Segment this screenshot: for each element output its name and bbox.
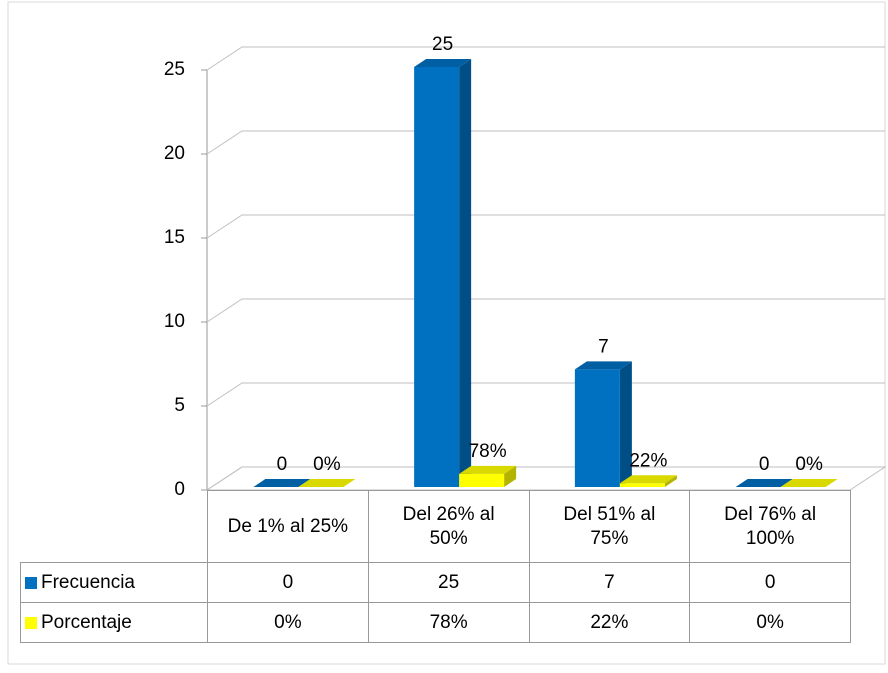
table-value: 0% xyxy=(207,602,369,643)
table-value: 22% xyxy=(528,602,691,643)
bar-side xyxy=(459,59,472,487)
bar-side xyxy=(619,361,632,487)
table-value: 0% xyxy=(689,602,851,643)
bar-side xyxy=(664,475,677,487)
bar xyxy=(619,475,677,487)
table-category: Del 76% al 100% xyxy=(689,490,851,563)
table-value-text: 78% xyxy=(429,611,468,633)
bar xyxy=(574,361,632,487)
y-tick-label: 15 xyxy=(164,227,185,248)
data-label: 0 xyxy=(277,454,288,475)
data-label: 78% xyxy=(469,441,507,462)
table-value-text: 0% xyxy=(274,611,302,633)
table-value-text: 7 xyxy=(604,571,615,593)
bar-top xyxy=(574,361,632,370)
data-label: 25 xyxy=(432,34,453,55)
bar-top xyxy=(253,479,311,487)
grid-line xyxy=(206,382,885,407)
legend-swatch xyxy=(25,576,37,589)
data-label: 0% xyxy=(313,454,341,475)
y-tick-label: 0 xyxy=(174,479,185,500)
bar-top xyxy=(735,479,793,487)
y-tick-label: 5 xyxy=(174,395,185,416)
table-value: 0 xyxy=(207,562,369,603)
table-value-text: 25 xyxy=(438,571,460,593)
grid-line xyxy=(206,130,885,155)
bar xyxy=(298,479,356,487)
table-category-text: De 1% al 25% xyxy=(227,515,349,537)
table-category: De 1% al 25% xyxy=(207,490,369,563)
bar-front xyxy=(574,369,620,487)
bar-top xyxy=(298,479,356,487)
table-category: Del 51% al 75% xyxy=(528,490,691,563)
legend-cell: Porcentaje xyxy=(20,602,208,643)
legend-label: Frecuencia xyxy=(41,571,135,593)
bar-front xyxy=(414,67,460,487)
table-value: 0 xyxy=(689,562,851,603)
bar-front xyxy=(619,483,665,487)
bar xyxy=(780,479,838,487)
legend-cell: Frecuencia xyxy=(20,562,208,603)
y-tick-label: 10 xyxy=(164,311,185,332)
table-category-text: Del 76% al 100% xyxy=(724,503,817,549)
bar-side xyxy=(504,465,517,487)
table-value-text: 0% xyxy=(756,611,784,633)
bar-top xyxy=(459,465,517,474)
grid-line xyxy=(206,214,885,239)
table-value: 78% xyxy=(367,602,530,643)
table-value: 25 xyxy=(367,562,530,603)
bar-top xyxy=(414,59,472,67)
legend-swatch xyxy=(25,616,37,629)
grid-line xyxy=(206,466,885,491)
bar-top xyxy=(619,475,677,484)
data-label: 7 xyxy=(598,336,609,357)
table-category: Del 26% al 50% xyxy=(367,490,530,563)
bar xyxy=(735,479,793,487)
data-label: 22% xyxy=(629,450,667,471)
bar xyxy=(459,465,517,487)
table-category-text: Del 26% al 50% xyxy=(402,503,495,549)
table-value-text: 22% xyxy=(590,611,629,633)
table-value-text: 0 xyxy=(282,571,294,593)
table-category-text: Del 51% al 75% xyxy=(563,503,656,549)
legend-label: Porcentaje xyxy=(41,611,132,633)
data-label: 0% xyxy=(795,454,823,475)
bar xyxy=(414,59,472,487)
bar-front xyxy=(459,473,505,487)
bar xyxy=(253,479,311,487)
data-label: 0 xyxy=(759,454,770,475)
grid-line xyxy=(206,46,885,71)
table-value-text: 0 xyxy=(764,571,776,593)
bar-top xyxy=(780,479,838,487)
grid-line xyxy=(206,298,885,323)
y-tick-label: 25 xyxy=(164,59,185,80)
table-value: 7 xyxy=(528,562,691,603)
y-tick-label: 20 xyxy=(164,143,185,164)
